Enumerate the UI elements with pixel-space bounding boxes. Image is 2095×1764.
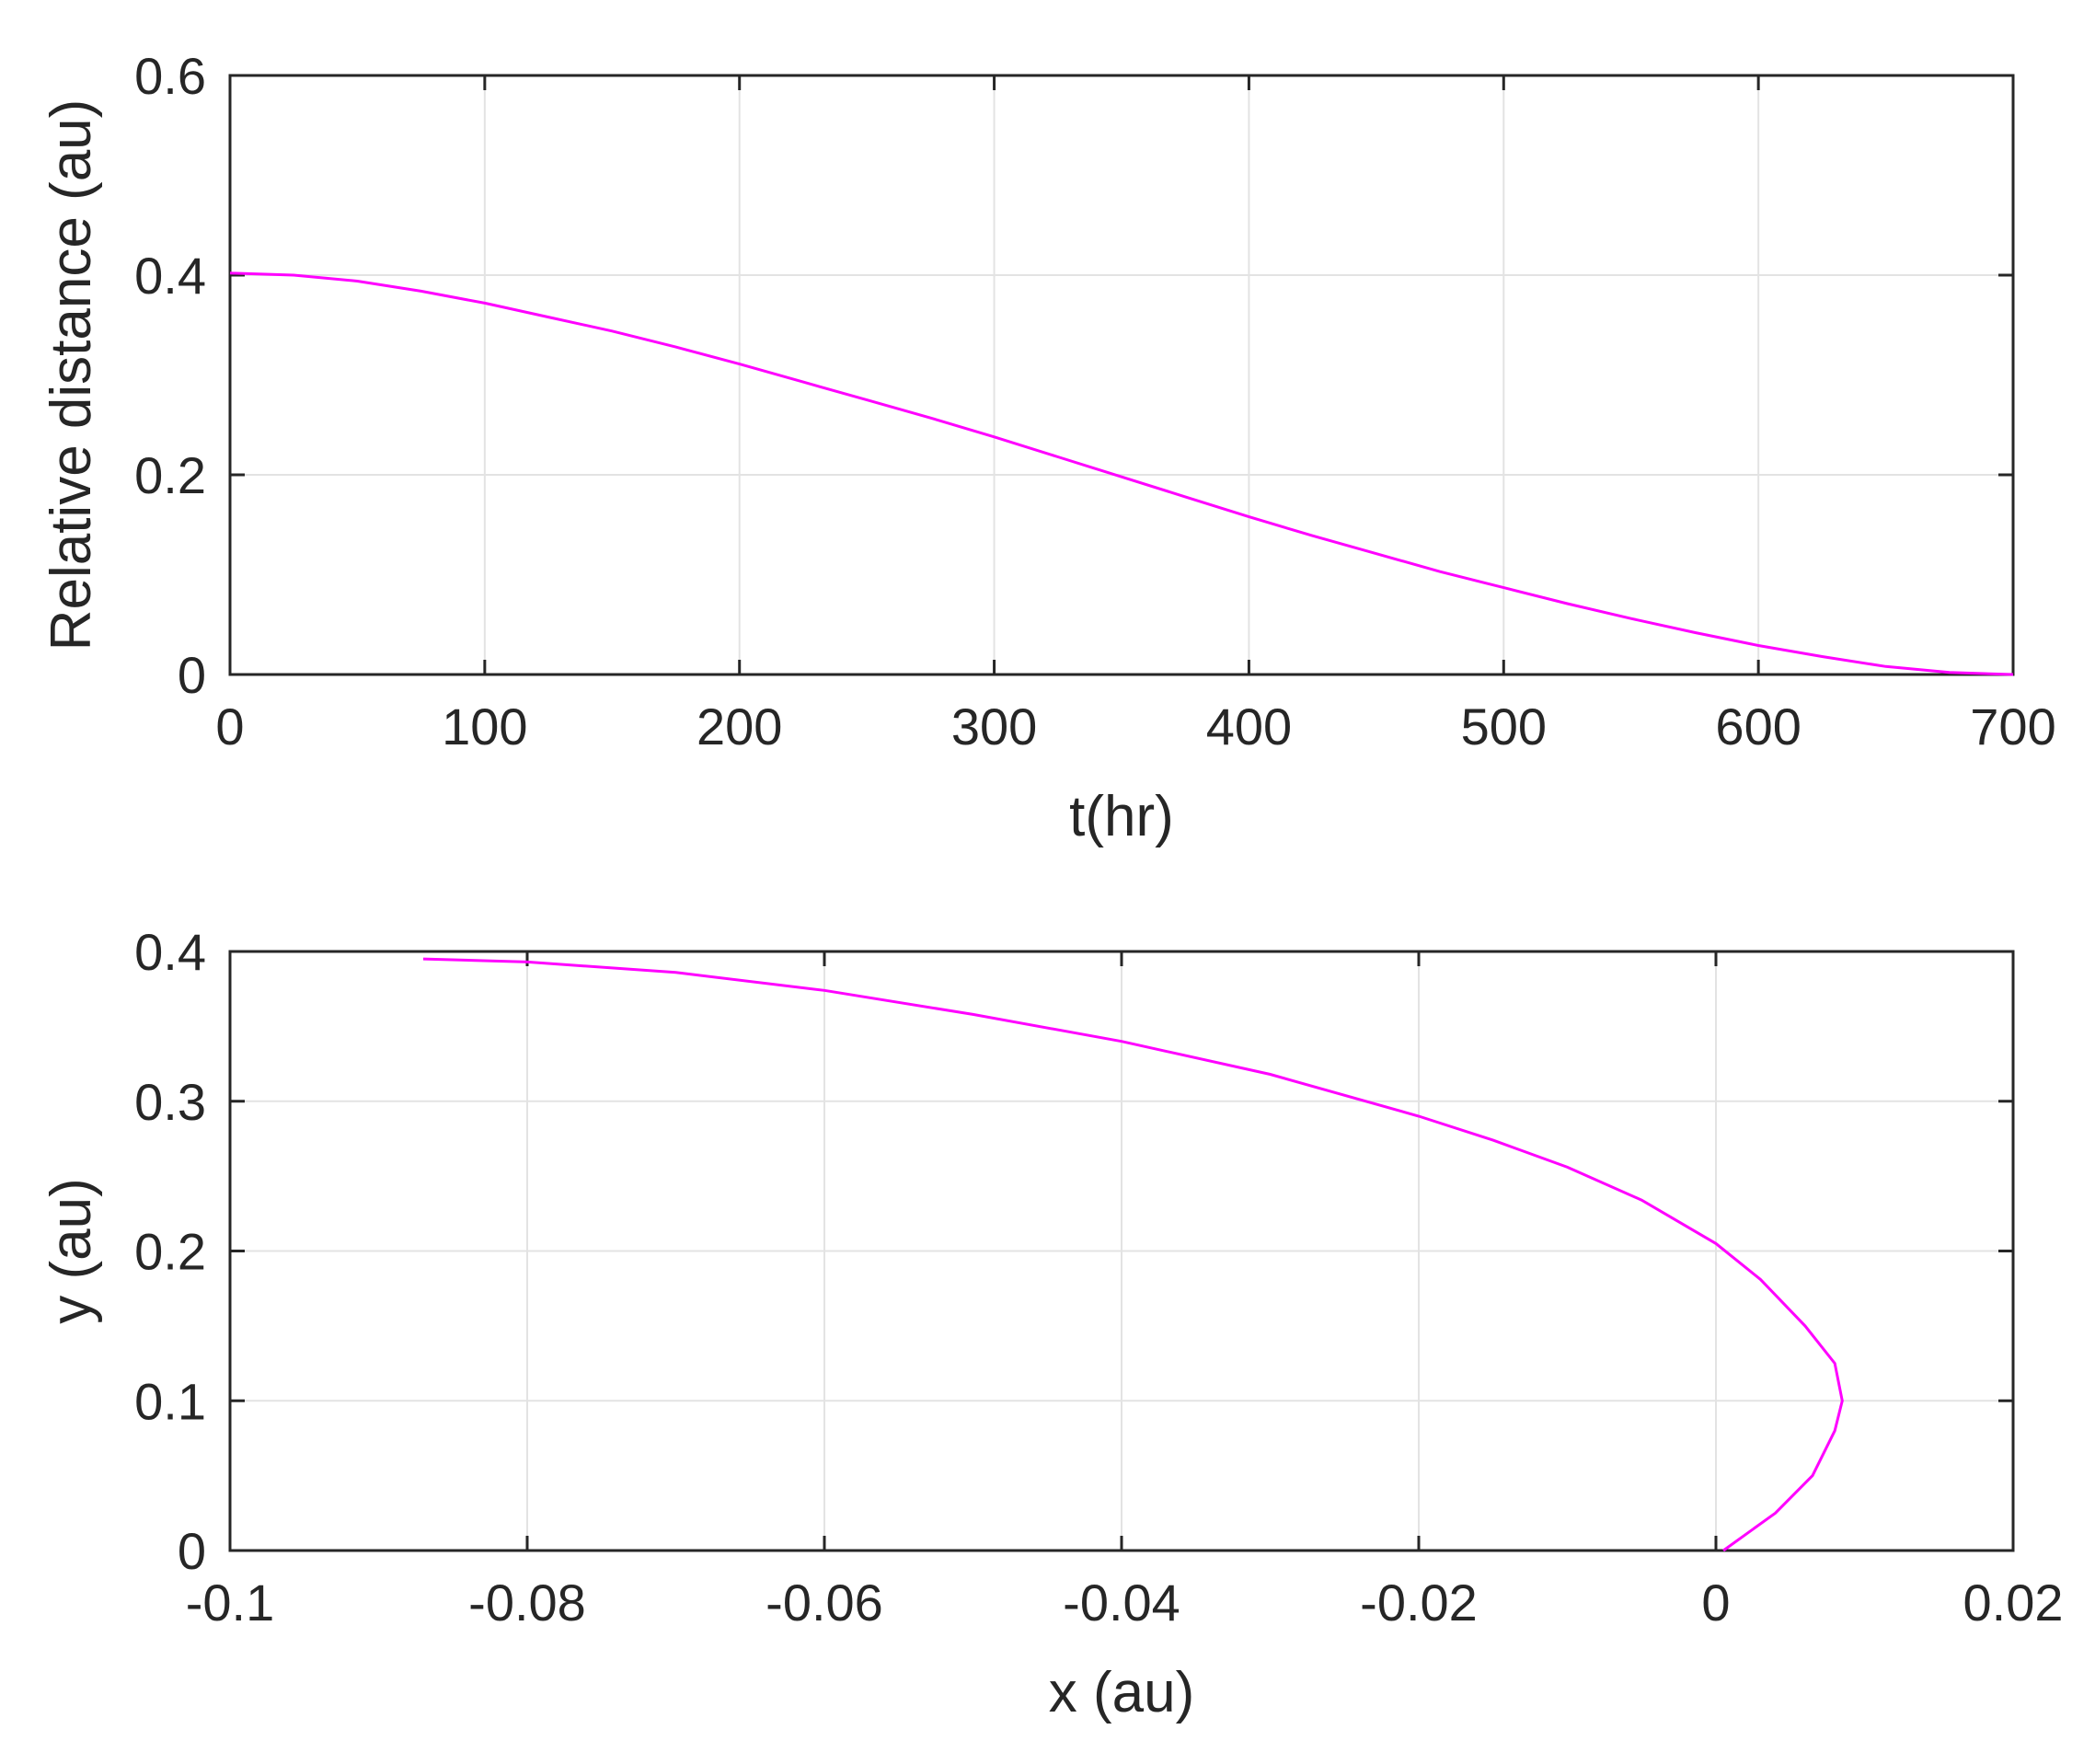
bottom-plot-x-tick-labels: -0.1 -0.08 -0.06 -0.04 -0.02 0 0.02	[186, 1574, 2064, 1631]
top-plot-x-tick-label: 700	[1970, 698, 2055, 755]
top-plot-x-tick-label: 600	[1715, 698, 1801, 755]
bottom-plot-y-tick-label: 0.4	[134, 923, 206, 981]
top-plot-ticks	[228, 74, 2015, 676]
bottom-plot-x-tick-label: -0.1	[186, 1574, 275, 1631]
top-plot-x-axis-label: t(hr)	[1069, 785, 1174, 848]
top-plot-x-tick-labels: 0 100 200 300 400 500 600 700	[215, 698, 2055, 755]
top-plot-gridlines	[229, 75, 2014, 675]
bottom-plot-y-axis-label: y (au)	[40, 1178, 103, 1323]
bottom-plot-x-tick-label: 0.02	[1963, 1574, 2064, 1631]
bottom-plot-x-tick-label: -0.06	[765, 1574, 883, 1631]
top-plot-x-tick-label: 0	[215, 698, 244, 755]
bottom-plot-y-tick-label: 0.1	[134, 1372, 206, 1430]
top-plot-y-tick-label: 0.4	[134, 247, 206, 305]
top-plot-line	[229, 271, 2014, 676]
bottom-plot-y-tick-labels: 0 0.1 0.2 0.3 0.4	[134, 923, 206, 1580]
bottom-plot-x-tick-label: -0.08	[468, 1574, 586, 1631]
top-plot-panel: 0 100 200 300 400 500 600 700 00.20.40.6 t(hr) …	[40, 47, 2056, 848]
bottom-plot-x-tick-label: -0.04	[1063, 1574, 1180, 1631]
top-plot-x-tick-label: 400	[1206, 698, 1292, 755]
bottom-plot-line	[422, 957, 1844, 1552]
bottom-plot-y-tick-label: 0.2	[134, 1223, 206, 1281]
bottom-plot-y-tick-label: 0.3	[134, 1073, 206, 1131]
bottom-plot-x-axis-label: x (au)	[1049, 1661, 1194, 1724]
top-plot-x-tick-label: 200	[696, 698, 782, 755]
top-plot-y-tick-label: 0.6	[134, 47, 206, 105]
top-plot-y-tick-label: 0	[178, 646, 206, 704]
top-plot-x-tick-label: 500	[1461, 698, 1547, 755]
bottom-plot-x-tick-label: -0.02	[1360, 1574, 1478, 1631]
top-plot-y-axis-label: Relative distance (au)	[40, 99, 103, 651]
bottom-plot-x-tick-label: 0	[1701, 1574, 1730, 1631]
top-plot-frame	[228, 74, 2015, 676]
top-plot-y-tick-label: 0.2	[134, 446, 206, 504]
bottom-plot-y-tick-label: 0	[178, 1522, 206, 1580]
bottom-plot-panel: -0.1 -0.08 -0.06 -0.04 -0.02 0 0.02 0 0.1 0.2 0.3…	[40, 923, 2064, 1724]
bottom-plot-frame	[228, 950, 2015, 1552]
top-plot-x-tick-label: 300	[951, 698, 1037, 755]
top-plot-y-tick-labels: 0 0.2 0.4 0.6	[134, 47, 206, 704]
top-plot-x-tick-label: 100	[442, 698, 527, 755]
